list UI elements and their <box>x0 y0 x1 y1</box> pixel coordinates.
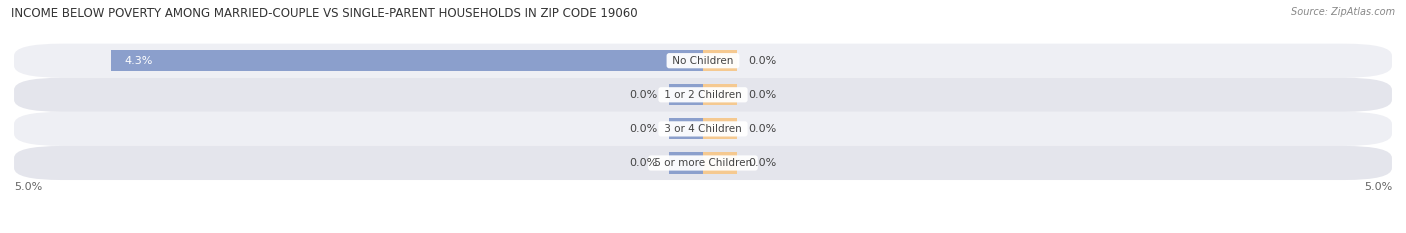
Bar <box>669 84 703 105</box>
Text: 0.0%: 0.0% <box>748 90 776 100</box>
FancyBboxPatch shape <box>14 78 1392 112</box>
Text: INCOME BELOW POVERTY AMONG MARRIED-COUPLE VS SINGLE-PARENT HOUSEHOLDS IN ZIP COD: INCOME BELOW POVERTY AMONG MARRIED-COUPL… <box>11 7 638 20</box>
Text: 0.0%: 0.0% <box>748 56 776 66</box>
Bar <box>703 118 738 140</box>
Text: 0.0%: 0.0% <box>748 124 776 134</box>
Text: 0.0%: 0.0% <box>630 124 658 134</box>
Text: 5 or more Children: 5 or more Children <box>651 158 755 168</box>
Text: 3 or 4 Children: 3 or 4 Children <box>661 124 745 134</box>
Bar <box>111 50 703 71</box>
Bar <box>703 50 738 71</box>
FancyBboxPatch shape <box>14 44 1392 78</box>
Bar <box>669 152 703 174</box>
Bar <box>703 152 738 174</box>
Text: 5.0%: 5.0% <box>14 182 42 192</box>
Text: 0.0%: 0.0% <box>748 158 776 168</box>
Bar <box>669 118 703 140</box>
Text: 4.3%: 4.3% <box>124 56 153 66</box>
FancyBboxPatch shape <box>14 146 1392 180</box>
Text: 0.0%: 0.0% <box>630 158 658 168</box>
Text: Source: ZipAtlas.com: Source: ZipAtlas.com <box>1291 7 1395 17</box>
Text: 5.0%: 5.0% <box>1364 182 1392 192</box>
Text: No Children: No Children <box>669 56 737 66</box>
Text: 1 or 2 Children: 1 or 2 Children <box>661 90 745 100</box>
Text: 0.0%: 0.0% <box>630 90 658 100</box>
Bar <box>703 84 738 105</box>
FancyBboxPatch shape <box>14 112 1392 146</box>
